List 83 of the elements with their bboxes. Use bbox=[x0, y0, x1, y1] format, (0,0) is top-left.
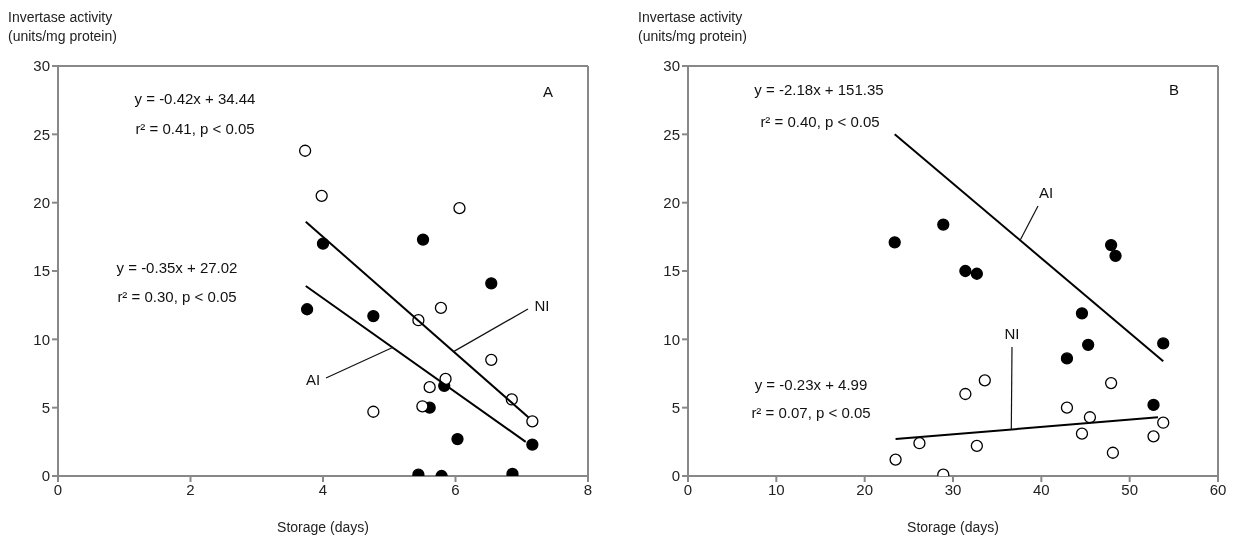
point bbox=[451, 432, 464, 446]
point bbox=[888, 236, 901, 249]
point bbox=[970, 267, 983, 280]
y-tick-label: 30 bbox=[33, 57, 50, 75]
point bbox=[1075, 307, 1089, 320]
annotation: r² = 0.07, p < 0.05 bbox=[751, 403, 871, 421]
point bbox=[1157, 337, 1170, 350]
point bbox=[1106, 446, 1120, 459]
point bbox=[1082, 338, 1095, 351]
point bbox=[526, 415, 539, 428]
x-axis-title: Storage (days) bbox=[277, 519, 369, 535]
annotation: y = -0.42x + 34.44 bbox=[134, 89, 256, 107]
point bbox=[959, 264, 972, 278]
point bbox=[1104, 238, 1118, 252]
point bbox=[416, 400, 429, 413]
x-tick-label: 20 bbox=[856, 480, 874, 498]
y-tick-label: 10 bbox=[663, 330, 680, 348]
x-tick-label: 6 bbox=[451, 480, 460, 498]
annotation: y = -0.35x + 27.02 bbox=[116, 258, 238, 276]
y-tick-label: 15 bbox=[663, 262, 680, 280]
point bbox=[1104, 376, 1118, 390]
annotation: y = -2.18x + 151.35 bbox=[754, 80, 884, 98]
point bbox=[978, 374, 991, 387]
point bbox=[526, 438, 539, 451]
point bbox=[1075, 427, 1089, 440]
point bbox=[1109, 249, 1122, 263]
point bbox=[316, 237, 330, 250]
y-tick-label: 15 bbox=[33, 262, 50, 280]
point bbox=[434, 301, 448, 315]
annotation: B bbox=[1168, 80, 1180, 98]
point bbox=[1147, 398, 1160, 412]
point bbox=[1147, 430, 1160, 443]
point bbox=[485, 277, 498, 290]
point bbox=[367, 309, 380, 323]
annotation: A bbox=[542, 82, 554, 100]
point bbox=[453, 201, 466, 215]
x-tick-label: 0 bbox=[53, 480, 63, 498]
point bbox=[485, 353, 498, 366]
y-axis-title: Invertase activity (units/mg protein) bbox=[638, 8, 747, 46]
point bbox=[889, 453, 902, 466]
annotation: NI bbox=[534, 296, 550, 314]
annotation: NI bbox=[1004, 324, 1020, 342]
annotation: r² = 0.41, p < 0.05 bbox=[135, 119, 255, 137]
point bbox=[970, 439, 983, 453]
annotation: r² = 0.40, p < 0.05 bbox=[760, 112, 880, 130]
point bbox=[1060, 352, 1074, 365]
x-tick-label: 30 bbox=[944, 480, 962, 498]
annotation: AI bbox=[1038, 183, 1054, 201]
x-tick-label: 10 bbox=[767, 480, 785, 498]
y-tick-label: 5 bbox=[41, 398, 50, 416]
point bbox=[1060, 401, 1074, 414]
y-tick-label: 30 bbox=[663, 57, 680, 75]
y-tick-label: 20 bbox=[663, 193, 680, 211]
x-tick-label: 4 bbox=[318, 480, 328, 498]
annotation: r² = 0.30, p < 0.05 bbox=[117, 287, 237, 305]
x-tick-label: 8 bbox=[583, 480, 593, 498]
point bbox=[315, 189, 328, 202]
point bbox=[367, 405, 380, 418]
y-tick-label: 0 bbox=[671, 467, 680, 485]
y-tick-label: 5 bbox=[671, 398, 680, 416]
x-tick-label: 50 bbox=[1121, 480, 1139, 498]
point bbox=[937, 218, 950, 231]
point bbox=[416, 233, 430, 246]
y-tick-label: 25 bbox=[33, 125, 50, 143]
x-tick-label: 40 bbox=[1032, 480, 1050, 498]
point bbox=[300, 303, 314, 316]
y-tick-label: 25 bbox=[663, 125, 680, 143]
x-axis-title: Storage (days) bbox=[907, 519, 999, 535]
point bbox=[298, 144, 312, 157]
point bbox=[959, 387, 972, 401]
x-tick-label: 2 bbox=[186, 480, 195, 498]
x-tick-label: 0 bbox=[683, 480, 693, 498]
annotation: AI bbox=[305, 370, 321, 388]
x-tick-label: 60 bbox=[1209, 480, 1227, 498]
annotation: y = -0.23x + 4.99 bbox=[754, 375, 868, 393]
point bbox=[913, 437, 926, 450]
y-tick-label: 10 bbox=[33, 330, 50, 348]
point bbox=[1083, 411, 1097, 424]
point bbox=[423, 381, 436, 394]
y-tick-label: 0 bbox=[41, 467, 50, 485]
point bbox=[1157, 416, 1170, 429]
y-axis-title: Invertase activity (units/mg protein) bbox=[8, 8, 117, 46]
y-tick-label: 20 bbox=[33, 193, 50, 211]
